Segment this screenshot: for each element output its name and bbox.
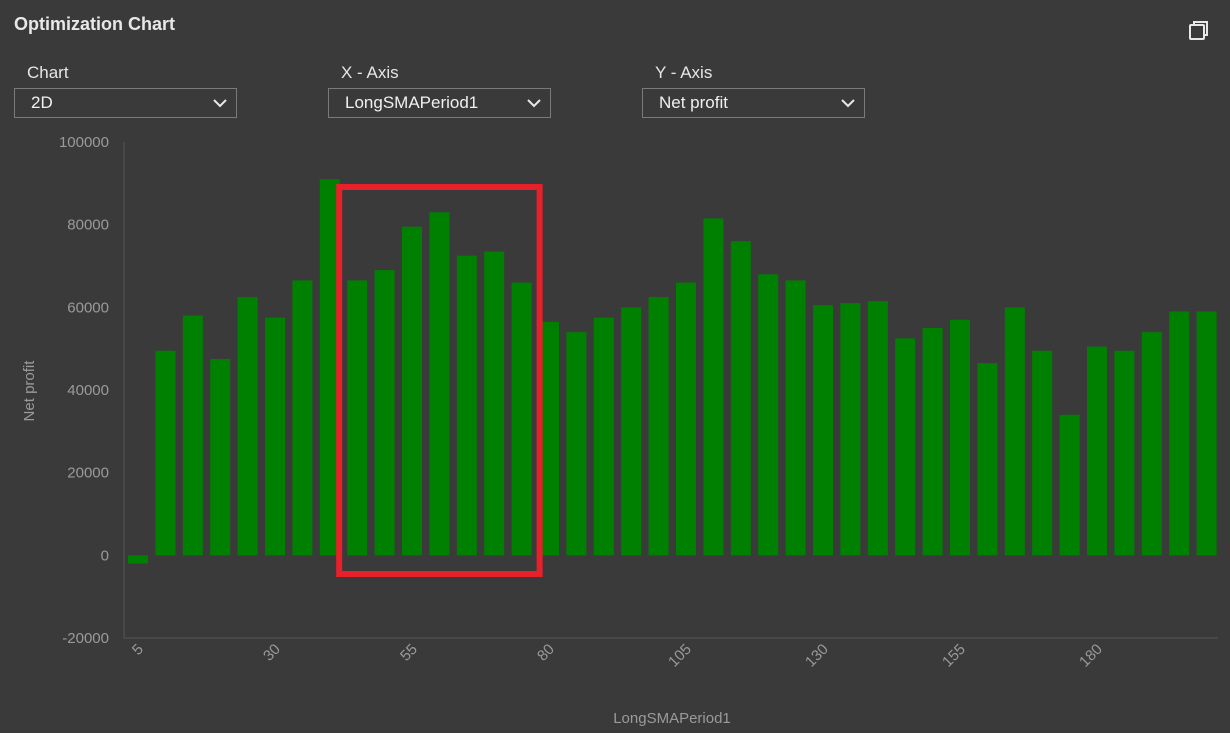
bar [539,321,559,556]
bar [840,303,861,556]
chart-type-label: Chart [27,63,69,82]
chart-type-value: 2D [31,93,53,112]
bar [950,319,970,556]
x-tick-label: 180 [1076,641,1106,671]
x-axis-title: LongSMAPeriod1 [613,710,731,727]
bar [237,297,258,556]
bar [155,350,176,556]
bar [867,301,888,556]
bar [511,282,532,556]
bar [128,555,148,564]
bar [1114,350,1135,556]
y-tick-label: 20000 [67,465,109,482]
bar [484,251,505,556]
x-tick-label: 155 [939,641,969,671]
x-tick-label: 5 [129,641,147,659]
bar [813,305,833,556]
bar [977,363,998,556]
bar [895,338,916,556]
y-tick-label: 80000 [67,217,109,234]
y-tick-label: -20000 [62,630,109,647]
bar [1032,350,1053,556]
bar [758,274,779,556]
x-axis-value: LongSMAPeriod1 [345,93,479,112]
y-axis-title: Net profit [21,360,38,422]
bar [319,179,340,556]
y-axis-value: Net profit [659,93,728,112]
bar [922,328,943,556]
bar [402,226,422,556]
x-tick-label: 55 [397,641,421,665]
bar [621,307,642,556]
y-tick-label: 100000 [59,134,109,151]
y-axis-label: Y - Axis [655,63,713,82]
x-tick-label: 105 [665,641,695,671]
y-tick-label: 0 [101,547,109,564]
x-tick-label: 30 [260,641,284,665]
bar [456,255,477,556]
bar [703,218,724,556]
x-tick-label: 80 [534,641,558,665]
x-axis-select[interactable]: LongSMAPeriod1 [328,88,551,118]
bar [429,212,450,556]
bar [374,270,395,556]
bar [648,297,669,556]
bar [1169,311,1190,556]
chart-type-select[interactable]: 2D [14,88,237,118]
highlight-box [336,184,543,577]
bar [1141,332,1162,556]
bar [593,317,614,556]
bar [347,280,368,556]
bar [1059,414,1080,556]
panel-title: Optimization Chart [14,14,175,34]
bar [265,317,285,556]
bar [210,359,231,556]
bar [566,332,587,556]
bar [1196,311,1217,556]
bar [785,280,806,556]
bar [292,280,313,556]
chevron-down-icon [527,99,541,108]
restore-window-icon[interactable] [1188,20,1210,42]
y-tick-label: 60000 [67,299,109,316]
x-tick-label: 130 [802,641,832,671]
bar [730,241,751,556]
bar [182,315,203,556]
bar [676,282,696,556]
y-tick-label: 40000 [67,382,109,399]
bar [1087,346,1107,556]
x-axis-label: X - Axis [341,63,399,82]
chevron-down-icon [841,99,855,108]
chevron-down-icon [213,99,227,108]
bar [1004,307,1025,556]
y-axis-select[interactable]: Net profit [642,88,865,118]
